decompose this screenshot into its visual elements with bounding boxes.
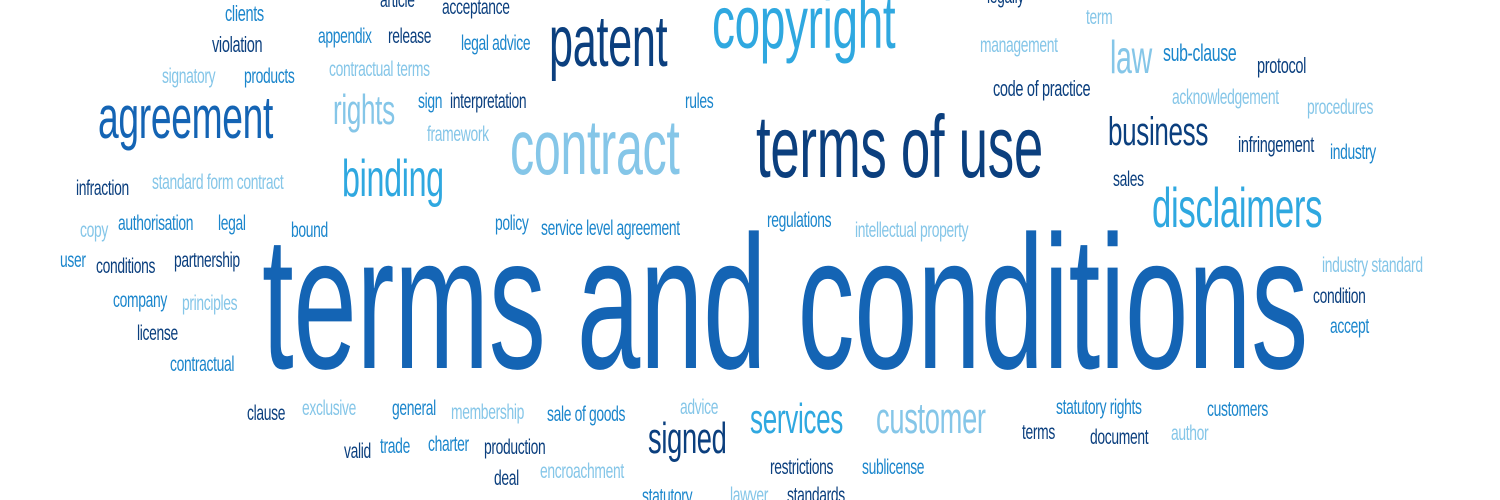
cloud-word: user [60,249,86,272]
cloud-word: customers [1207,398,1268,421]
cloud-word: legal [218,212,246,235]
cloud-word: interpretation [450,90,527,113]
cloud-word: business [1108,110,1209,154]
cloud-word: condition [1313,285,1366,308]
cloud-word: exclusive [302,397,357,420]
cloud-word: principles [182,292,238,315]
cloud-word: clients [225,1,264,26]
cloud-word: company [113,289,167,312]
cloud-word: code of practice [993,76,1091,101]
cloud-word: charter [428,433,469,456]
cloud-word: contractual [170,353,235,376]
cloud-word: article [380,0,415,12]
cloud-word: production [484,436,546,459]
cloud-word: customer [876,394,986,443]
cloud-word: patent [549,2,668,82]
cloud-word: encroachment [540,460,624,483]
cloud-word: copy [80,219,108,242]
cloud-word: sale of goods [547,403,626,426]
cloud-word: management [980,34,1058,57]
cloud-word: general [392,397,436,420]
cloud-word: statutory rights [1056,396,1142,419]
cloud-word: infringement [1238,132,1314,157]
cloud-word: contractual terms [329,58,430,81]
cloud-word: trade [380,435,410,458]
cloud-word: law [1110,31,1152,83]
cloud-word: appendix [318,25,372,48]
cloud-word: policy [495,212,529,235]
cloud-word: standard form contract [152,171,284,194]
cloud-word: copyright [712,0,896,64]
cloud-word: contract [510,103,680,191]
cloud-word: conditions [96,255,156,278]
cloud-word: membership [451,401,524,424]
cloud-word: rights [333,86,395,133]
cloud-word: advice [680,396,719,419]
cloud-word: partnership [174,249,240,272]
cloud-word: acknowledgement [1172,86,1279,109]
cloud-word: term [1086,6,1113,29]
cloud-word: restrictions [770,456,834,479]
cloud-word: license [137,322,178,345]
cloud-word: disclaimers [1152,176,1323,239]
cloud-word: lawyer [730,484,769,500]
cloud-word: acceptance [442,0,510,19]
cloud-word: binding [342,150,444,208]
cloud-word: services [750,395,844,442]
cloud-word: industry [1330,141,1376,164]
cloud-word: sub-clause [1163,40,1237,67]
cloud-word: terms and conditions [262,197,1308,409]
cloud-word: agreement [98,84,274,151]
cloud-word: terms of use [756,97,1043,196]
cloud-word: valid [344,440,371,463]
cloud-word: products [244,65,295,88]
cloud-word: authorisation [118,212,194,235]
cloud-word: rules [685,90,714,113]
cloud-word: violation [212,32,263,57]
cloud-word: framework [427,123,489,146]
cloud-word: deal [494,467,519,490]
cloud-word: protocol [1257,53,1307,78]
cloud-word: service level agreement [541,217,680,240]
cloud-word: clause [247,402,286,425]
cloud-word: sublicense [862,456,925,479]
cloud-word: document [1090,426,1149,449]
cloud-word: standards [787,484,845,500]
cloud-word: terms [1022,421,1055,444]
cloud-word: signatory [162,65,216,88]
cloud-word: author [1171,422,1209,445]
cloud-word: release [388,25,432,48]
cloud-word: signed [648,414,727,463]
cloud-word: procedures [1307,96,1374,119]
cloud-word: sign [418,90,443,113]
cloud-word: infraction [76,177,129,200]
cloud-word: intellectual property [855,219,969,242]
cloud-word: regulations [767,209,832,232]
cloud-word: legal advice [461,32,531,55]
cloud-word: bound [291,219,328,242]
cloud-word: industry standard [1322,254,1423,277]
cloud-word: statutory [642,485,693,500]
cloud-word: legally [987,0,1024,7]
cloud-word: sales [1113,168,1144,191]
cloud-word: accept [1330,315,1369,338]
